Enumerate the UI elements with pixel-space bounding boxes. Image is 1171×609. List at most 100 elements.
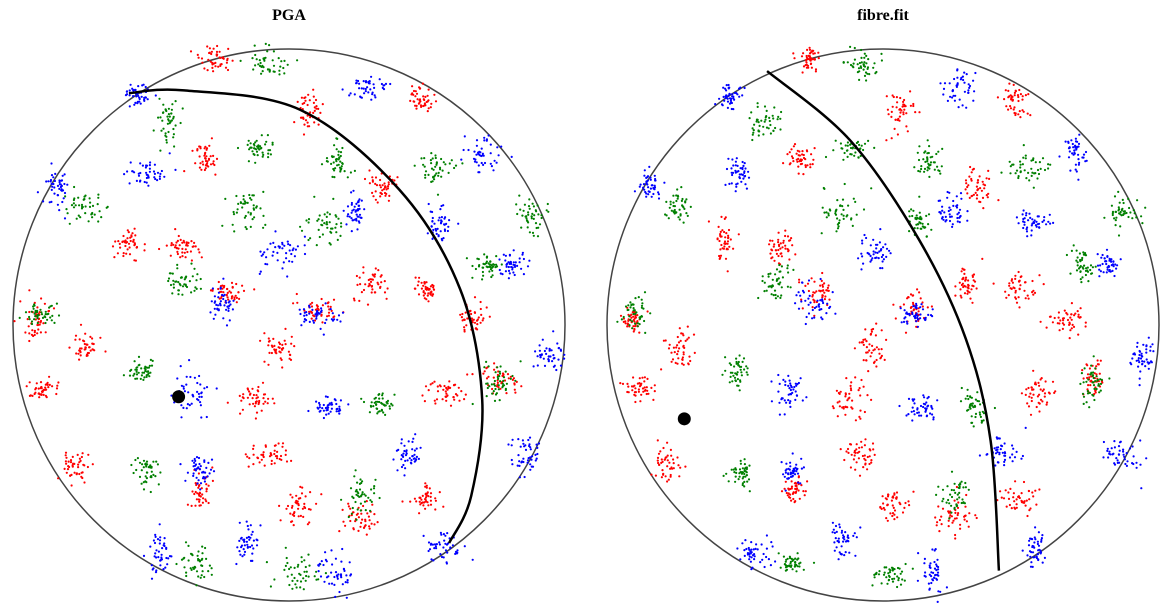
cluster-dot <box>1093 387 1096 390</box>
cluster-dot <box>1058 322 1061 325</box>
cluster-dot <box>1007 89 1010 92</box>
cluster-dot <box>757 134 760 137</box>
cluster-dot <box>790 480 793 483</box>
cluster-dot <box>862 68 865 71</box>
cluster-dot <box>483 136 486 139</box>
cluster-dot <box>171 103 174 106</box>
cluster-dot <box>1087 280 1090 283</box>
cluster-dot <box>890 499 894 502</box>
cluster-dot <box>249 545 252 549</box>
cluster-dot <box>801 153 804 156</box>
cluster-dot <box>868 455 871 458</box>
cluster-dot <box>650 386 653 389</box>
cluster-dot <box>764 116 767 119</box>
cluster-dot <box>145 176 148 180</box>
cluster-dot <box>267 397 270 400</box>
cluster-dot <box>803 494 806 497</box>
cluster-dot <box>25 385 28 388</box>
cluster-dot <box>274 246 277 249</box>
cluster-dot <box>978 411 981 414</box>
cluster-dot <box>246 546 249 549</box>
cluster-dot <box>201 61 204 64</box>
cluster-dot <box>224 66 228 69</box>
cluster-dot <box>804 165 807 169</box>
cluster-dot <box>59 183 62 186</box>
cluster-dot <box>501 273 504 276</box>
cluster-dot <box>337 314 341 317</box>
cluster-dot <box>741 482 745 485</box>
cluster-dot <box>181 285 185 288</box>
cluster-dot <box>739 462 743 465</box>
cluster-dot <box>163 175 166 178</box>
cluster-dot <box>424 176 427 179</box>
cluster-dot <box>511 438 514 441</box>
cluster-dot <box>563 357 566 360</box>
cluster-dot <box>165 141 168 144</box>
cluster-dot <box>414 276 417 279</box>
cluster-dot <box>522 442 525 445</box>
cluster-dot <box>327 301 330 304</box>
cluster-dot <box>676 362 679 365</box>
cluster-dot <box>548 348 551 351</box>
cluster-dot <box>177 247 180 250</box>
cluster-dot <box>166 563 169 566</box>
cluster-dot <box>336 575 339 579</box>
cluster-dot <box>800 158 804 161</box>
cluster-dot <box>964 481 967 485</box>
cluster-dot <box>971 168 974 171</box>
cluster-dot <box>451 544 454 547</box>
cluster-dot <box>357 220 360 223</box>
cluster-dot <box>847 451 850 454</box>
cluster-dot <box>299 312 302 316</box>
cluster-dot <box>334 557 337 560</box>
cluster-dot <box>805 66 809 69</box>
cluster-dot <box>1014 172 1017 175</box>
cluster-dot <box>927 213 931 216</box>
cluster-dot <box>527 457 530 460</box>
cluster-dot <box>324 302 327 305</box>
cluster-dot <box>891 94 894 97</box>
cluster-dot <box>284 546 287 549</box>
cluster-dot <box>521 251 525 254</box>
cluster-dot <box>238 521 241 524</box>
cluster-dot <box>233 296 236 299</box>
cluster-dot <box>67 460 70 463</box>
cluster-dot <box>507 277 510 280</box>
cluster-dot <box>78 461 81 464</box>
cluster-dot <box>358 198 361 201</box>
cluster-dot <box>893 492 896 495</box>
cluster-dot <box>842 406 845 409</box>
cluster-dot <box>300 324 303 327</box>
cluster-dot <box>873 576 876 579</box>
cluster-dot <box>897 117 900 120</box>
cluster-dot <box>482 266 485 269</box>
cluster-dot <box>365 500 368 503</box>
cluster-dot <box>188 280 191 283</box>
cluster-dot <box>828 298 831 301</box>
cluster-dot <box>958 483 961 486</box>
cluster-dot <box>1088 376 1091 379</box>
cluster-dot <box>1094 380 1097 383</box>
cluster-dot <box>252 393 255 397</box>
cluster-dot <box>817 57 820 60</box>
cluster-dot <box>228 319 231 322</box>
cluster-dot <box>227 307 230 310</box>
cluster-dot <box>191 490 194 493</box>
cluster-dot <box>730 101 734 105</box>
cluster-dot <box>430 558 433 561</box>
cluster-dot <box>433 380 436 383</box>
cluster-dot <box>381 189 384 192</box>
cluster-dot <box>801 307 804 310</box>
cluster-dot <box>247 139 250 142</box>
cluster-dot <box>84 205 87 208</box>
cluster-dot <box>786 153 789 156</box>
cluster-dot <box>725 89 728 92</box>
cluster-dot <box>385 188 388 191</box>
cluster-dot <box>215 53 218 56</box>
cluster-dot <box>78 349 81 352</box>
cluster-dot <box>284 327 287 330</box>
cluster-dot <box>293 510 296 514</box>
cluster-dot <box>300 560 303 563</box>
cluster-dot <box>332 161 335 164</box>
cluster-dot <box>248 148 251 151</box>
